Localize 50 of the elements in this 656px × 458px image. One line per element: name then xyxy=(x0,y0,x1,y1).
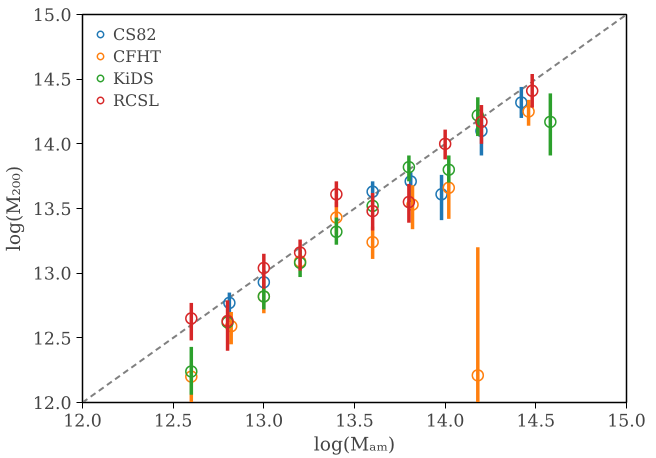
point xyxy=(472,109,484,122)
legend-label: CFHT xyxy=(113,46,161,66)
y-tick-label: 13.5 xyxy=(32,200,72,220)
y-tick-label: 14.0 xyxy=(32,135,72,156)
point xyxy=(366,236,379,248)
point xyxy=(258,262,270,274)
point xyxy=(366,204,379,218)
point xyxy=(294,246,306,259)
x-tick-label: 14.0 xyxy=(426,412,464,432)
point xyxy=(402,160,416,174)
point xyxy=(330,226,343,238)
point xyxy=(185,312,198,325)
x-tick-label: 13.0 xyxy=(244,412,284,432)
y-tick-label: 12.0 xyxy=(32,394,72,414)
y-tick-label: 14.5 xyxy=(32,70,72,91)
point xyxy=(330,211,343,224)
point xyxy=(435,188,448,201)
point xyxy=(366,200,379,212)
point xyxy=(406,198,419,211)
y-axis-title: log(M₂₀₀) xyxy=(4,166,25,252)
point xyxy=(438,138,452,150)
point xyxy=(526,84,538,98)
point xyxy=(475,116,488,128)
y-tick-label: 13.0 xyxy=(32,264,72,285)
point xyxy=(544,116,557,128)
x-tick-label: 13.5 xyxy=(335,412,374,432)
x-axis-title: log(Mₐₘ) xyxy=(314,434,396,456)
point xyxy=(515,96,528,109)
point xyxy=(522,105,535,118)
point xyxy=(366,185,379,198)
x-tick-label: 12.0 xyxy=(63,412,102,432)
x-tick-label: 15.0 xyxy=(607,412,646,432)
point xyxy=(185,370,198,383)
point xyxy=(330,188,343,201)
point xyxy=(224,320,238,332)
legend-label: CS82 xyxy=(113,24,157,44)
point xyxy=(185,365,198,378)
y-tick-label: 12.5 xyxy=(32,329,72,350)
legend-label: KiDS xyxy=(113,68,154,88)
point xyxy=(472,369,484,382)
x-tick-label: 12.5 xyxy=(154,412,192,432)
x-tick-label: 14.5 xyxy=(516,412,556,432)
y-tick-label: 15.0 xyxy=(32,6,72,26)
point xyxy=(404,175,417,188)
point xyxy=(223,296,236,310)
legend-label: RCSL xyxy=(113,90,159,110)
point xyxy=(258,276,270,288)
point xyxy=(402,196,416,208)
point xyxy=(442,163,456,176)
point xyxy=(442,182,456,194)
